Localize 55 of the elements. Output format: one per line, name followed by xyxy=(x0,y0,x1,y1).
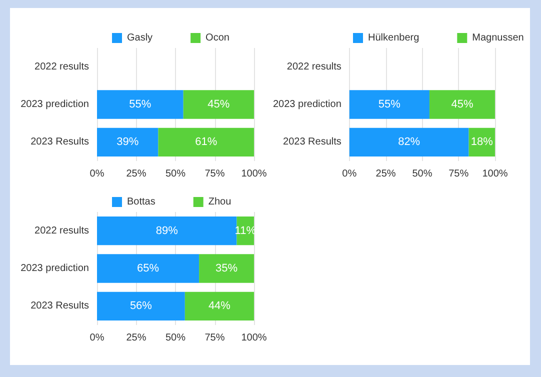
bar xyxy=(183,90,254,119)
data-label: 55% xyxy=(378,98,401,110)
x-tick-label: 50% xyxy=(165,332,186,344)
bar xyxy=(97,216,237,246)
bar xyxy=(97,128,158,156)
bar xyxy=(199,254,254,283)
x-tick-label: 0% xyxy=(342,168,357,180)
y-tick-label: 2023 Results xyxy=(283,136,342,148)
y-tick-label: 2022 results xyxy=(34,225,89,236)
x-tick-label: 75% xyxy=(448,168,469,180)
data-label: 61% xyxy=(195,136,218,148)
data-label: 55% xyxy=(129,98,152,110)
bar xyxy=(97,90,184,119)
data-label: 45% xyxy=(208,98,230,110)
y-tick-label: 2023 prediction xyxy=(20,263,89,274)
bar xyxy=(349,90,430,119)
bar xyxy=(429,90,495,119)
bar xyxy=(349,128,469,156)
data-label: 82% xyxy=(398,136,420,148)
data-label: 89% xyxy=(156,224,178,237)
legend-label: Bottas xyxy=(127,196,156,208)
data-label: 45% xyxy=(451,98,474,110)
data-label: 35% xyxy=(216,262,238,274)
x-tick-label: 75% xyxy=(204,168,225,180)
bar xyxy=(158,128,254,156)
x-tick-label: 75% xyxy=(204,332,225,344)
x-tick-label: 0% xyxy=(90,168,104,180)
y-tick-label: 2023 Results xyxy=(30,136,89,148)
y-tick-label: 2023 prediction xyxy=(20,99,89,110)
data-label: 56% xyxy=(130,300,152,312)
data-label: 65% xyxy=(137,262,160,274)
data-label: 39% xyxy=(116,136,139,148)
legend-label: Magnussen xyxy=(472,32,524,44)
bar xyxy=(184,292,254,320)
x-tick-label: 50% xyxy=(165,168,186,180)
y-tick-label: 2023 Results xyxy=(30,300,89,312)
legend-label: Zhou xyxy=(208,196,232,208)
bar xyxy=(97,254,200,283)
x-tick-label: 100% xyxy=(241,168,267,180)
x-tick-label: 0% xyxy=(90,332,104,344)
bar xyxy=(97,292,185,320)
y-tick-label: 2022 results xyxy=(34,61,89,72)
x-tick-label: 100% xyxy=(482,168,508,180)
x-tick-label: 25% xyxy=(376,168,396,180)
x-tick-label: 50% xyxy=(412,168,432,180)
x-tick-label: 25% xyxy=(126,168,146,180)
data-label: 44% xyxy=(208,300,231,312)
legend-label: Hülkenberg xyxy=(368,32,420,44)
x-tick-label: 25% xyxy=(126,332,146,344)
y-tick-label: 2022 results xyxy=(286,61,342,72)
x-tick-label: 100% xyxy=(241,332,267,344)
y-tick-label: 2023 prediction xyxy=(272,99,342,110)
data-label: 18% xyxy=(470,136,494,148)
legend-label: Ocon xyxy=(206,32,230,44)
legend-label: Gasly xyxy=(127,32,153,44)
